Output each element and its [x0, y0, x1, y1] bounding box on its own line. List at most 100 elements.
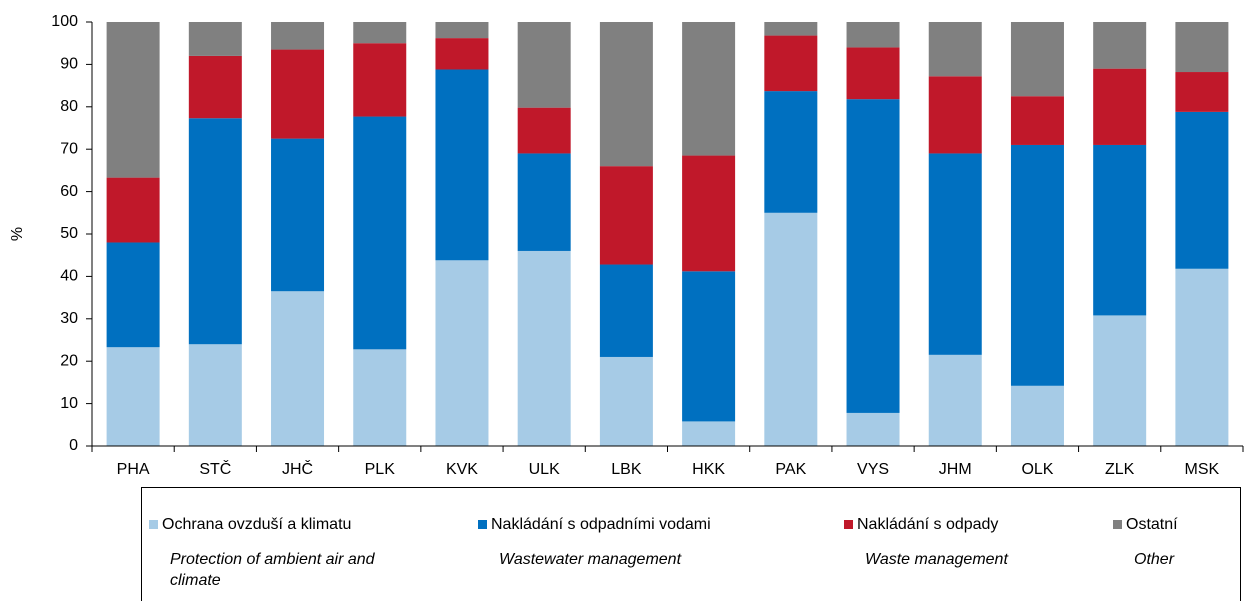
- legend-item: Nakládání s odpadními vodami Wastewater m…: [478, 516, 791, 570]
- bar-segment: [599, 166, 653, 265]
- bar-segment: [1093, 68, 1147, 145]
- bar-segment: [517, 22, 571, 108]
- legend-swatch: [1113, 520, 1122, 529]
- y-tick-label: 50: [60, 225, 78, 242]
- bar-segment: [1010, 22, 1064, 97]
- bar-segment: [435, 260, 489, 446]
- bar-segment: [682, 421, 736, 446]
- bar-segment: [1010, 144, 1064, 386]
- bar-segment: [353, 43, 407, 117]
- chart: % PHA STČ JHČ PLK KVK ULK LBK HKK PAK VYS JHM OLK ZL…: [9, 13, 1244, 478]
- bar-segment: [353, 349, 407, 446]
- bar-segment: [599, 264, 653, 357]
- bar-segment: [517, 250, 571, 446]
- x-tick-label: STČ: [199, 459, 231, 478]
- y-tick-label: 90: [60, 56, 78, 73]
- bar-segment: [1175, 268, 1229, 446]
- x-tick-label: JHM: [939, 461, 972, 478]
- bar-segment: [1175, 111, 1229, 269]
- legend-item: Nakládání s odpady Waste management: [844, 516, 1097, 570]
- y-tick-label: 10: [60, 395, 78, 412]
- bar-segment: [1175, 22, 1229, 73]
- x-tick-label: VYS: [857, 461, 889, 478]
- bar-segment: [846, 22, 900, 48]
- bar-segment: [764, 91, 818, 213]
- y-tick-label: 20: [60, 352, 78, 369]
- x-tick-label: JHČ: [282, 459, 313, 478]
- bar-segment: [846, 99, 900, 413]
- bar-segment: [599, 356, 653, 446]
- legend-swatch: [478, 520, 487, 529]
- legend-subtitle: Waste management: [865, 551, 1008, 568]
- legend: Ochrana ovzduší a klimatu Protection of a…: [141, 487, 1241, 601]
- bar-segment: [517, 153, 571, 251]
- bar-segment: [188, 118, 242, 345]
- y-tick-label: 40: [60, 268, 78, 285]
- bar-segment: [435, 38, 489, 70]
- y-tick-label: 0: [69, 437, 78, 454]
- x-tick-label: MSK: [1185, 461, 1220, 478]
- bar-segment: [188, 344, 242, 446]
- bar-segment: [682, 22, 736, 156]
- bar-segment: [271, 49, 325, 139]
- bar-segment: [682, 155, 736, 272]
- legend-item: Ostatní Other: [1113, 516, 1246, 570]
- bar-segment: [764, 212, 818, 446]
- x-tick-label: PLK: [365, 461, 396, 478]
- legend-swatch: [149, 520, 158, 529]
- x-tick-label: PAK: [775, 461, 806, 478]
- bar-segment: [106, 177, 160, 243]
- x-tick-label: OLK: [1021, 461, 1053, 478]
- x-tick-label: PHA: [117, 461, 150, 478]
- bar-segment: [435, 22, 489, 39]
- bar-segment: [599, 22, 653, 167]
- x-tick-label: HKK: [692, 461, 725, 478]
- legend-subtitle: Protection of ambient air and climate: [170, 551, 375, 589]
- y-tick-label: 60: [60, 183, 78, 200]
- y-tick-label: 30: [60, 310, 78, 327]
- bar-segment: [1093, 144, 1147, 316]
- bar-segment: [353, 116, 407, 350]
- legend-swatch: [844, 520, 853, 529]
- legend-subtitle: Wastewater management: [499, 551, 682, 568]
- bar-segment: [271, 22, 325, 50]
- bar-segment: [764, 22, 818, 36]
- x-tick-label: LBK: [611, 461, 642, 478]
- bar-segment: [188, 55, 242, 119]
- legend-subtitle: Other: [1134, 551, 1175, 568]
- legend-label: Nakládání s odpady: [857, 516, 999, 533]
- bar-segment: [435, 69, 489, 261]
- bar-segment: [1093, 22, 1147, 69]
- x-tick-label: ULK: [529, 461, 560, 478]
- bar-segment: [271, 138, 325, 292]
- legend-label: Ostatní: [1126, 516, 1178, 533]
- bar-segment: [106, 242, 160, 348]
- bar-segment: [928, 354, 982, 446]
- y-tick-label: 70: [60, 140, 78, 157]
- bar-segment: [928, 153, 982, 355]
- legend-label: Nakládání s odpadními vodami: [491, 516, 711, 533]
- bar-segment: [846, 412, 900, 446]
- bar-segment: [106, 22, 160, 178]
- bar-segment: [764, 35, 818, 92]
- bar-segment: [928, 22, 982, 77]
- bar-segment: [1010, 96, 1064, 145]
- bar-segment: [188, 22, 242, 56]
- legend-label: Ochrana ovzduší a klimatu: [162, 516, 352, 533]
- y-tick-label: 100: [51, 13, 78, 30]
- bar-segment: [1175, 72, 1229, 112]
- x-tick-label: ZLK: [1105, 461, 1135, 478]
- bar-segment: [106, 347, 160, 446]
- bar-segment: [517, 107, 571, 154]
- bar-segment: [846, 47, 900, 100]
- bar-segment: [928, 76, 982, 154]
- bar-segment: [271, 291, 325, 446]
- bar-segment: [353, 22, 407, 44]
- x-tick-label: KVK: [446, 461, 478, 478]
- legend-item: Ochrana ovzduší a klimatu Protection of a…: [149, 516, 402, 591]
- y-axis-label: %: [9, 227, 26, 241]
- y-tick-label: 80: [60, 98, 78, 115]
- bar-segment: [1010, 385, 1064, 446]
- bar-segment: [1093, 315, 1147, 446]
